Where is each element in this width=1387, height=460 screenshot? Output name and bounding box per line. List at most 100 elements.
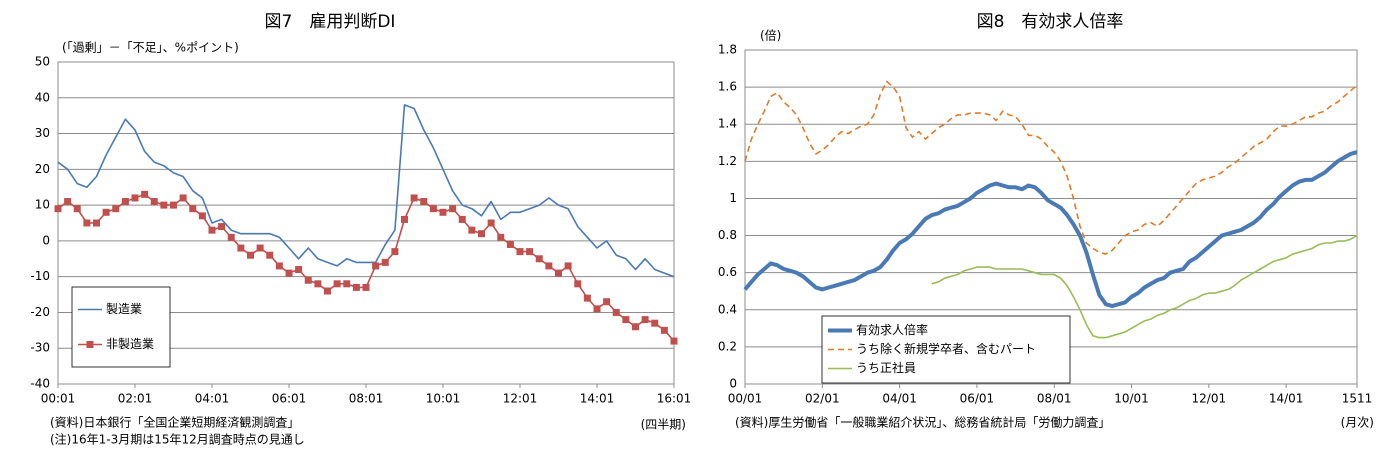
chart-title: 図8 有効求人倍率 <box>977 12 1124 32</box>
point <box>410 194 418 202</box>
point <box>593 305 601 313</box>
point <box>506 240 514 248</box>
point <box>622 316 630 324</box>
point <box>83 219 91 227</box>
point <box>458 215 466 223</box>
legend-box <box>71 286 171 368</box>
point <box>612 308 620 316</box>
point <box>497 233 505 241</box>
x-tick-label: 06:01 <box>272 392 307 406</box>
x-tick-label: 08/01 <box>1037 392 1072 406</box>
x-tick-label: 16:01 <box>657 392 692 406</box>
point <box>64 198 72 206</box>
chart-title: 図7 雇用判断DI <box>265 12 396 32</box>
y-tick-label: 40 <box>35 90 50 104</box>
point <box>256 244 264 252</box>
point <box>112 205 120 213</box>
x-tick-label: 10/01 <box>1114 392 1149 406</box>
y-tick-label: 30 <box>35 126 50 140</box>
x-tick-label: 00/01 <box>728 392 763 406</box>
point <box>603 298 611 306</box>
point <box>487 219 495 227</box>
y-tick-label: 50 <box>35 55 50 69</box>
point <box>333 280 341 288</box>
series-line <box>744 80 1358 255</box>
y-tick-label: -10 <box>30 269 50 283</box>
point <box>208 226 216 234</box>
y-tick-label: 1 <box>729 191 737 205</box>
point <box>651 319 659 327</box>
point <box>545 262 553 270</box>
x-tick-label: 06/01 <box>960 392 995 406</box>
point <box>179 194 187 202</box>
point <box>150 198 158 206</box>
legend-label: 製造業 <box>106 302 142 316</box>
x-tick-label: 1511 <box>1342 392 1373 406</box>
point <box>314 280 322 288</box>
point <box>54 205 62 213</box>
series-line <box>743 150 1358 309</box>
point <box>247 251 254 259</box>
point <box>362 283 370 291</box>
point <box>73 205 81 213</box>
y-tick-label: 0.4 <box>718 302 737 316</box>
point <box>198 212 206 220</box>
legend-label: うち除く新規学卒者、含むパート <box>856 341 1036 356</box>
point <box>189 205 197 213</box>
y-tick-label: -30 <box>30 341 50 355</box>
series-line <box>57 104 675 278</box>
plot-frame <box>744 49 1358 385</box>
y-tick-label: 0 <box>42 233 50 247</box>
point <box>343 280 351 288</box>
x-axis-label: (四半期) <box>641 418 686 432</box>
legend-label: うち正社員 <box>856 360 916 375</box>
point <box>141 190 149 198</box>
x-tick-label: 08:01 <box>349 392 384 406</box>
x-axis-label: (月次) <box>1341 416 1374 430</box>
point <box>535 255 543 263</box>
legend-marker <box>86 341 94 348</box>
legend-label: 非製造業 <box>106 337 154 351</box>
note: (資料)日本銀行「全国企業短期経済観測調査」 <box>50 415 299 430</box>
point <box>583 294 591 302</box>
x-tick-label: 10:01 <box>426 392 461 406</box>
y-tick-label: 1.2 <box>718 154 737 168</box>
note: (資料)厚生労働省「一般職業紹介状況」、総務省統計局「労働力調査」 <box>735 415 1110 430</box>
y-axis-label: (「過剰」－「不足」、%ポイント) <box>62 41 239 55</box>
point <box>304 276 312 284</box>
y-tick-label: 1.4 <box>718 117 737 131</box>
y-tick-label: 1.6 <box>718 80 737 94</box>
point <box>391 248 399 256</box>
x-tick-label: 02/01 <box>805 392 840 406</box>
legend-box <box>821 315 1071 384</box>
point <box>632 323 639 331</box>
point <box>641 316 649 324</box>
point <box>352 283 360 291</box>
point <box>218 223 226 231</box>
point <box>93 219 100 227</box>
x-tick-label: 02:01 <box>118 392 153 406</box>
x-tick-label: 00:01 <box>41 392 76 406</box>
x-tick-label: 12/01 <box>1192 392 1227 406</box>
point <box>160 201 168 209</box>
y-axis-label: (倍) <box>760 28 781 43</box>
point <box>670 337 678 345</box>
y-tick-label: -20 <box>30 305 50 319</box>
x-tick-label: 12:01 <box>503 392 538 406</box>
point <box>266 251 274 259</box>
y-tick-label: 0.8 <box>718 228 737 242</box>
point <box>227 233 235 241</box>
y-tick-label: 10 <box>35 198 50 212</box>
y-tick-label: 0.6 <box>718 265 737 279</box>
point <box>401 215 408 223</box>
point <box>131 194 139 202</box>
point <box>237 244 245 252</box>
point <box>555 269 562 277</box>
point <box>660 326 668 334</box>
x-tick-label: 04:01 <box>195 392 230 406</box>
y-tick-label: 0 <box>729 377 737 391</box>
point <box>439 208 447 216</box>
point <box>275 262 283 270</box>
